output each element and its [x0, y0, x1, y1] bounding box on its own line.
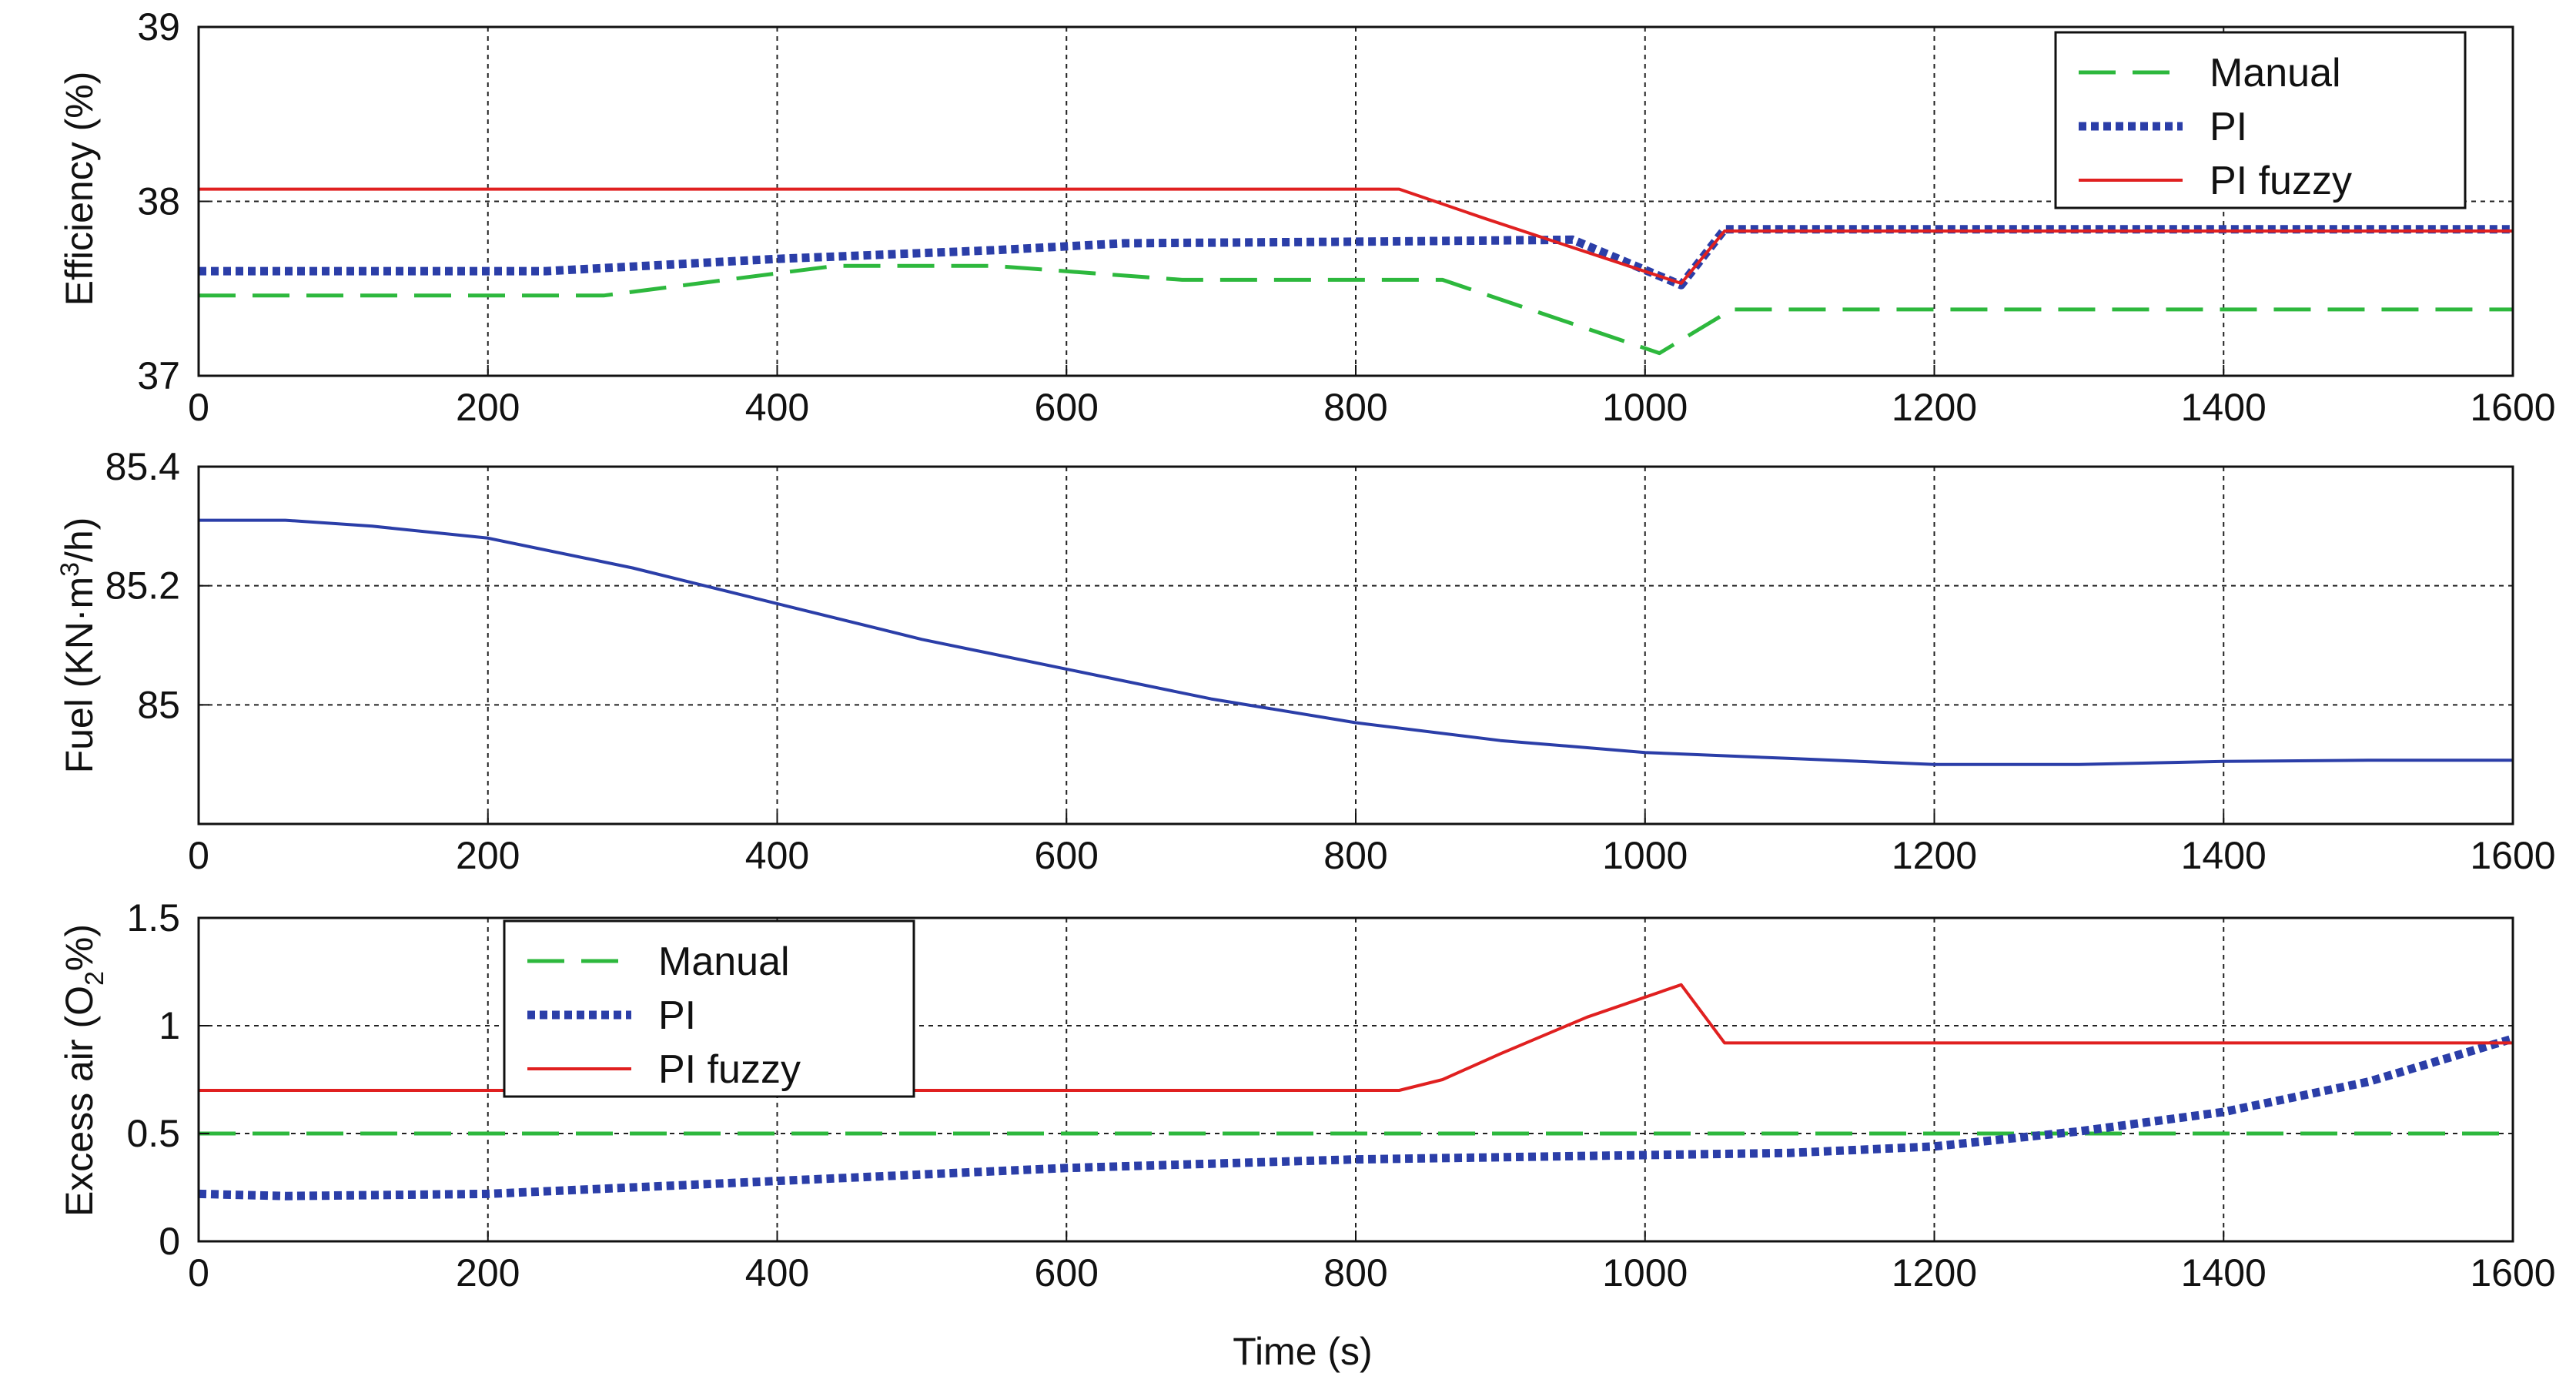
legend-label-manual: Manual: [658, 939, 790, 984]
x-tick-label: 600: [1035, 1251, 1099, 1294]
y-tick-label: 85.4: [105, 445, 180, 488]
series-line-fuel: [199, 518, 2513, 766]
legend-bottom: Manual PI PI fuzzy: [503, 919, 915, 1098]
x-tick-label: 1400: [2181, 834, 2267, 877]
time-xlabel: Time (s): [1233, 1330, 1372, 1373]
x-tick-label: 1200: [1892, 1251, 1977, 1294]
y-tick-label: 38: [137, 180, 180, 223]
x-tick-label: 1000: [1602, 1251, 1688, 1294]
x-tick-label: 1400: [2181, 386, 2267, 429]
x-tick-label: 1400: [2181, 1251, 2267, 1294]
y-tick-label: 1.5: [126, 896, 180, 939]
efficiency-panel: Efficiency (%) 0 200 400 600 800 1000 1200 1400…: [58, 5, 2556, 429]
x-tick-label: 1000: [1602, 386, 1688, 429]
x-tick-label: 1600: [2470, 386, 2555, 429]
x-tick-label: 400: [745, 834, 809, 877]
x-tick-label: 0: [188, 386, 209, 429]
legend-label-manual: Manual: [2210, 51, 2341, 95]
y-tick-label: 1: [159, 1004, 180, 1047]
excess-air-ylabel: Excess air (O2%): [58, 924, 109, 1217]
efficiency-ylabel: Efficiency (%): [58, 72, 101, 306]
series-line-pi: [198, 1034, 2514, 1201]
x-tick-label: 1600: [2470, 834, 2555, 877]
x-tick-label: 1200: [1892, 386, 1977, 429]
x-tick-label: 1600: [2470, 1251, 2555, 1294]
legend-label-pi-fuzzy: PI fuzzy: [2210, 159, 2352, 203]
x-tick-label: 600: [1035, 386, 1099, 429]
series-line-pi-fuzzy: [199, 983, 2513, 1092]
x-tick-label: 1000: [1602, 834, 1688, 877]
x-tick-label: 400: [745, 1251, 809, 1294]
series-line-manual: [199, 263, 2513, 356]
legend-top: Manual PI PI fuzzy: [2054, 31, 2467, 209]
fuel-panel: Fuel (KN·m3/h) 0 200 400 600 800 1000 1200 1400…: [55, 445, 2556, 877]
y-tick-label: 37: [137, 354, 180, 397]
excess-air-panel: Excess air (O2%) Time (s) 0 200 400 600 800 1…: [58, 896, 2556, 1373]
x-tick-label: 0: [188, 1251, 209, 1294]
legend-label-pi-fuzzy: PI fuzzy: [658, 1047, 801, 1092]
x-tick-label: 800: [1323, 1251, 1387, 1294]
series-line-pi-fuzzy: [199, 187, 2513, 285]
y-tick-label: 85.2: [105, 564, 180, 608]
x-tick-label: 0: [188, 834, 209, 877]
x-tick-label: 200: [456, 386, 520, 429]
y-tick-label: 85: [137, 683, 180, 726]
y-tick-label: 0: [159, 1220, 180, 1263]
x-tick-label: 200: [456, 834, 520, 877]
x-tick-label: 800: [1323, 386, 1387, 429]
x-tick-label: 400: [745, 386, 809, 429]
fuel-ylabel: Fuel (KN·m3/h): [55, 517, 101, 774]
x-tick-label: 800: [1323, 834, 1387, 877]
legend-label-pi: PI: [2210, 105, 2247, 149]
x-tick-label: 1200: [1892, 834, 1977, 877]
x-tick-label: 600: [1035, 834, 1099, 877]
legend-label-pi: PI: [658, 993, 696, 1038]
y-tick-label: 0.5: [126, 1112, 180, 1155]
y-tick-label: 39: [137, 5, 180, 49]
x-tick-label: 200: [456, 1251, 520, 1294]
